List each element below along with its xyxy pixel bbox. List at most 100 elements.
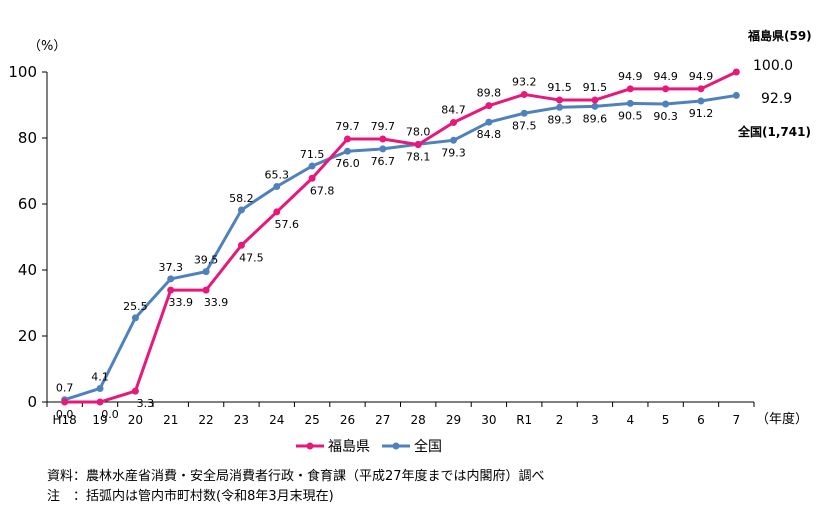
y-tick-label: 100 [8, 63, 37, 81]
x-tick-label: 7 [733, 413, 741, 427]
x-tick-label: 2 [556, 413, 564, 427]
x-tick-label: 20 [128, 413, 143, 427]
x-axis-label: （年度） [756, 411, 808, 427]
fukushima-point [131, 387, 139, 395]
national-point [96, 384, 104, 392]
fukushima-data-label: 57.6 [275, 218, 300, 231]
fukushima-point [520, 90, 528, 98]
fukushima-point [414, 141, 422, 149]
national-point [662, 100, 670, 108]
fukushima-data-label: 93.2 [512, 75, 537, 88]
x-tick-label: 6 [697, 413, 705, 427]
remark-note: 注 ：括弧内は管内市町村数(令和8年3月末現在) [47, 488, 334, 504]
national-data-label: 0.7 [56, 382, 74, 395]
national-data-label: 91.2 [689, 107, 714, 120]
fukushima-point [167, 286, 175, 294]
fukushima-point [308, 174, 316, 182]
national-point [732, 91, 740, 99]
fukushima-data-label: 67.8 [310, 184, 335, 197]
legend-national-label: 全国 [414, 438, 442, 455]
fukushima-data-label: 0.0 [56, 408, 74, 421]
fukushima-data-label: 0.0 [101, 408, 119, 421]
national-point [556, 103, 564, 111]
national-data-label: 84.8 [477, 128, 502, 141]
fukushima-data-label: 78.0 [406, 126, 431, 139]
national-point [591, 102, 599, 110]
x-tick-label: 27 [375, 413, 390, 427]
fukushima-data-label: 89.8 [477, 87, 502, 100]
fukushima-end-value: 100.0 [753, 58, 793, 74]
fukushima-point [662, 85, 670, 93]
x-tick-label: 26 [340, 413, 355, 427]
x-tick-label: 22 [198, 413, 213, 427]
fukushima-data-label: 33.9 [204, 296, 229, 309]
fukushima-series-line [64, 70, 737, 404]
data-labels: 0.0 0.0 3.3 33.9 33.9 47.5 57.6 67.8 79.7 79.7 78.… [56, 70, 713, 421]
fukushima-point [237, 241, 245, 249]
national-point [202, 268, 210, 276]
source-note: 資料：農林水産省消費・安全局消費者行政・食育課（平成27年度までは内閣府）調べ [47, 468, 545, 484]
national-data-label: 37.3 [158, 261, 183, 274]
fukushima-point [61, 398, 69, 406]
fukushima-point [732, 68, 740, 76]
national-point [131, 314, 139, 322]
x-tick-label: 23 [234, 413, 249, 427]
fukushima-data-label: 79.7 [371, 120, 396, 133]
x-tick-label: 30 [481, 413, 496, 427]
y-ticks: 0 20 40 60 80 100 [8, 63, 47, 411]
fukushima-data-label: 33.9 [168, 296, 193, 309]
fukushima-data-label: 94.9 [689, 70, 714, 83]
national-point [273, 183, 281, 191]
x-tick-label: 21 [163, 413, 178, 427]
x-tick-label: 4 [626, 413, 634, 427]
national-data-label: 76.7 [371, 155, 396, 168]
national-point [379, 145, 387, 153]
y-axis-label: （%） [28, 39, 66, 54]
national-point [697, 97, 705, 105]
y-tick-label: 80 [18, 129, 37, 147]
national-data-label: 58.2 [229, 192, 254, 205]
fukushima-point [626, 85, 634, 93]
fukushima-data-label: 47.5 [239, 251, 264, 264]
fukushima-point [379, 135, 387, 143]
national-data-label: 89.3 [547, 113, 572, 126]
fukushima-data-label: 94.9 [653, 70, 678, 83]
national-point [520, 109, 528, 117]
national-point [237, 206, 245, 214]
national-data-label: 78.1 [406, 150, 431, 163]
national-data-label: 65.3 [265, 169, 290, 182]
fukushima-data-label: 3.3 [137, 397, 155, 410]
national-end-value: 92.9 [761, 91, 792, 107]
national-data-label: 39.5 [194, 254, 219, 267]
fukushima-point [202, 286, 210, 294]
x-tick-label: 29 [446, 413, 461, 427]
national-point [626, 99, 634, 107]
national-data-label: 90.3 [653, 110, 678, 123]
x-tick-label: H18 [53, 413, 77, 427]
legend-national-marker [392, 442, 400, 450]
y-tick-label: 0 [27, 393, 37, 411]
national-point [485, 118, 493, 126]
axes [46, 72, 754, 403]
y-tick-label: 40 [18, 261, 37, 279]
fukushima-data-label: 79.7 [335, 120, 360, 133]
x-tick-label: 24 [269, 413, 284, 427]
legend-fukushima-marker [306, 442, 314, 450]
national-data-label: 90.5 [618, 109, 643, 122]
fukushima-point [96, 398, 104, 406]
x-tick-label: 25 [304, 413, 319, 427]
fukushima-data-label: 94.9 [618, 70, 643, 83]
series-layer [61, 68, 740, 406]
national-data-label: 4.1 [91, 370, 109, 383]
legend-fukushima-label: 福島県 [328, 439, 370, 455]
x-tick-label: 3 [591, 413, 599, 427]
x-ticks: H18 19 20 21 22 23 24 25 26 27 28 29 30 R1 2 3 4 5 6 7 [46, 402, 755, 427]
fukushima-data-label: 91.5 [583, 81, 608, 94]
fukushima-point [591, 96, 599, 104]
fukushima-point [697, 85, 705, 93]
fukushima-point [273, 208, 281, 216]
x-tick-label: 5 [662, 413, 670, 427]
y-tick-label: 60 [18, 195, 37, 213]
y-tick-label: 20 [18, 327, 37, 345]
